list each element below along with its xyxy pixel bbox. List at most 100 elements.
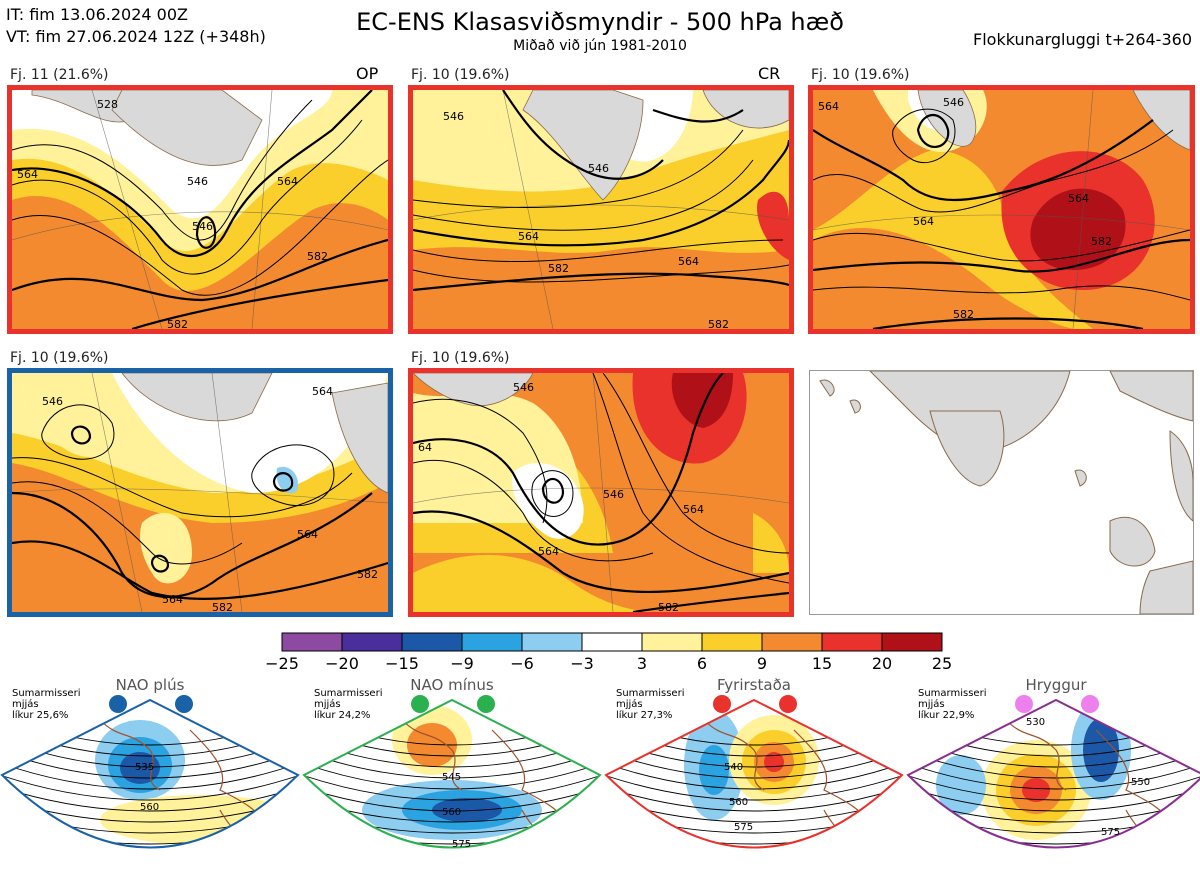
contour-label: 564 [162, 593, 183, 606]
cluster-map-4: 546 564 564 582 564 582 [7, 368, 393, 617]
contour-label: 530 [1026, 717, 1045, 728]
regime-map: 535 560 [0, 695, 300, 849]
colorbar-swatch [821, 632, 883, 652]
regime-marker [411, 695, 429, 713]
height-contour [908, 750, 1200, 779]
page-subtitle: Miðað við jún 1981-2010 [513, 38, 687, 54]
colorbar-tick-label: 9 [756, 654, 768, 673]
regime-note-line: mjjás [12, 699, 39, 710]
regime-map: 530 550 575 [906, 695, 1200, 861]
contour-label: 564 [297, 528, 318, 541]
regime-note-line: mjjás [918, 699, 945, 710]
regime-title: NAO plús [115, 676, 185, 694]
contour-label: 528 [97, 98, 118, 111]
contour-label: 546 [187, 175, 208, 188]
contour-label: 64 [418, 441, 432, 454]
regime-note-line: mjjás [314, 699, 341, 710]
valid-time: VT: fim 27.06.2024 12Z (+348h) [6, 27, 266, 46]
regime-marker [1081, 695, 1099, 713]
panel-4-label: Fj. 10 (19.6%) [10, 350, 109, 366]
panel-2-label: Fj. 10 (19.6%) [411, 67, 510, 83]
colorbar-swatch [281, 632, 343, 652]
colorbar-tick-label: −3 [570, 654, 594, 673]
regime-note-line: líkur 27,3% [616, 710, 673, 721]
colorbar-tick-label: −25 [265, 654, 299, 673]
page-title: EC-ENS Klasasviðsmyndir - 500 hPa hæð [356, 8, 844, 36]
panel-3-label: Fj. 10 (19.6%) [811, 67, 910, 83]
height-contour [908, 786, 1200, 812]
colorbar-swatch [521, 632, 583, 652]
regime-map: 540 560 575 [604, 695, 904, 849]
contour-label: 545 [442, 772, 461, 783]
height-contour [304, 762, 600, 790]
colorbar-tick-label: −6 [510, 654, 534, 673]
height-contour [606, 786, 902, 812]
regime-marker [779, 695, 797, 713]
height-contour [908, 762, 1200, 790]
colorbar-tick-label: 25 [931, 654, 953, 673]
contour-label: 582 [548, 262, 569, 275]
height-contour [606, 774, 902, 801]
contour-label: 582 [357, 568, 378, 581]
regime-frame [302, 698, 602, 849]
panel-1-label: Fj. 11 (21.6%) [10, 67, 109, 83]
regime-note: Sumarmisseri mjjás líkur 24,2% [314, 688, 382, 721]
contour-label: 546 [42, 395, 63, 408]
height-contour [2, 774, 298, 801]
contour-label: 560 [729, 797, 748, 808]
regime-title: Hryggur [1025, 676, 1087, 694]
panel-5-label: Fj. 10 (19.6%) [411, 350, 510, 366]
contour-label: 540 [724, 762, 743, 773]
anomaly-area [1011, 849, 1041, 861]
contour-label: 564 [312, 385, 333, 398]
panel-1-tag: OP [356, 64, 379, 83]
regime-frame [906, 698, 1200, 849]
run-times: IT: fim 13.06.2024 00Z VT: fim 27.06.202… [6, 4, 266, 48]
regime-note-line: Sumarmisseri [918, 688, 987, 699]
cluster-map-1: 528 546 546 564 564 582 582 [7, 85, 393, 334]
colorbar-swatch [461, 632, 523, 652]
contour-label: 546 [443, 110, 464, 123]
regime-note-line: Sumarmisseri [314, 688, 383, 699]
regime-frame [0, 698, 300, 849]
regime-marker [1015, 695, 1033, 713]
height-contour [304, 786, 600, 812]
regime-map: 545 560 575 [302, 695, 602, 850]
contour-label: 564 [913, 215, 934, 228]
regime-note: Sumarmisseri mjjás líkur 22,9% [918, 688, 986, 721]
contour-label: 564 [683, 503, 704, 516]
colorbar [280, 632, 944, 652]
colorbar-tick-label: 6 [696, 654, 708, 673]
regime-note: Sumarmisseri mjjás líkur 27,3% [616, 688, 684, 721]
colorbar-tick-label: −9 [450, 654, 474, 673]
regime-title: NAO mínus [410, 676, 494, 694]
contour-label: 564 [518, 230, 539, 243]
regime-note-line: líkur 24,2% [314, 710, 371, 721]
contour-label: 546 [588, 162, 609, 175]
regime-note-line: líkur 25,6% [12, 710, 69, 721]
regime-note-line: Sumarmisseri [616, 688, 685, 699]
contour-label: 546 [513, 381, 534, 394]
contour-label: 546 [192, 220, 213, 233]
regime-note-line: Sumarmisseri [12, 688, 81, 699]
colorbar-swatch [761, 632, 823, 652]
anomaly-area [432, 798, 502, 822]
base-map [809, 370, 1194, 615]
contour-label: 546 [943, 96, 964, 109]
height-contour [2, 762, 298, 790]
cluster-map-3: 546 564 564 582 582 564 [808, 85, 1195, 334]
colorbar-tick-label: −15 [385, 654, 419, 673]
colorbar-tick-label: 3 [636, 654, 648, 673]
regime-marker [109, 695, 127, 713]
contour-label: 564 [17, 168, 38, 181]
colorbar-swatch [341, 632, 403, 652]
contour-label: 564 [818, 100, 839, 113]
regime-marker [175, 695, 193, 713]
init-time: IT: fim 13.06.2024 00Z [6, 5, 188, 24]
contour-label: 575 [452, 839, 471, 850]
height-contour [304, 774, 600, 801]
regime-frame [604, 698, 904, 849]
anomaly-area [120, 752, 160, 784]
regime-note: Sumarmisseri mjjás líkur 25,6% [12, 688, 80, 721]
contour-label: 564 [538, 545, 559, 558]
